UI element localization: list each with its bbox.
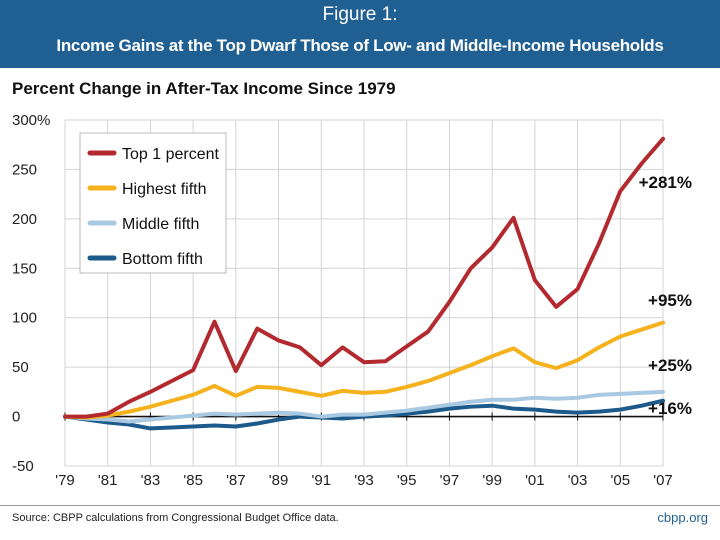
y-tick-label: 200: [12, 211, 37, 228]
x-tick-label: '07: [653, 472, 673, 489]
legend-label: Middle fifth: [122, 216, 199, 233]
end-value-label: +25%: [648, 356, 692, 375]
end-value-label: +95%: [648, 291, 692, 310]
series-line-top-1-percent: [63, 136, 665, 419]
series-line-highest-fifth: [63, 320, 665, 420]
figure-title: Income Gains at the Top Dwarf Those of L…: [56, 36, 664, 55]
y-tick-label: 0: [12, 409, 20, 426]
legend-label: Highest fifth: [122, 181, 206, 198]
x-tick-label: '87: [226, 472, 246, 489]
figure-label: Figure 1:: [322, 4, 398, 25]
series-line-middle-fifth: [63, 389, 665, 424]
chart-subtitle: Percent Change in After-Tax Income Since…: [12, 79, 396, 98]
x-tick-label: '05: [611, 472, 631, 489]
axes: -50 0 50 100 150 200 250 300% '79 '81 '83 '85 '87 '89…: [12, 112, 673, 489]
end-value-label: +281%: [639, 173, 692, 192]
x-tick-label: '95: [397, 472, 417, 489]
x-tick-label: '93: [354, 472, 374, 489]
x-tick-label: '83: [141, 472, 161, 489]
y-tick-label: 250: [12, 161, 37, 178]
x-tick-label: '01: [525, 472, 545, 489]
y-tick-label: 300%: [12, 112, 50, 129]
legend-box: [79, 132, 227, 274]
end-value-label: +16%: [648, 399, 692, 418]
x-tick-label: '03: [568, 472, 588, 489]
x-tick-label: '79: [55, 472, 75, 489]
y-tick-label: 150: [12, 260, 37, 277]
figure-header: Figure 1: Income Gains at the Top Dwarf …: [0, 0, 720, 68]
credit-link[interactable]: cbpp.org: [657, 510, 708, 525]
x-tick-label: '81: [98, 472, 118, 489]
y-tick-label: 100: [12, 310, 37, 327]
legend: Top 1 percent Highest fifth Middle fifth Bo…: [79, 132, 227, 274]
x-tick-label: '85: [183, 472, 203, 489]
legend-label: Bottom fifth: [122, 251, 203, 268]
y-tick-label: 50: [12, 359, 29, 376]
x-tick-label: '89: [269, 472, 289, 489]
footer-divider: [0, 505, 720, 506]
end-labels: +281% +95% +25% +16%: [639, 173, 692, 418]
x-tick-label: '91: [312, 472, 332, 489]
line-chart: Percent Change in After-Tax Income Since…: [12, 79, 692, 489]
source-note: Source: CBPP calculations from Congressi…: [12, 512, 339, 524]
legend-label: Top 1 percent: [122, 146, 220, 163]
y-tick-label: -50: [12, 458, 34, 475]
x-tick-label: '97: [440, 472, 460, 489]
x-tick-label: '99: [482, 472, 502, 489]
series-lines: [63, 136, 665, 431]
